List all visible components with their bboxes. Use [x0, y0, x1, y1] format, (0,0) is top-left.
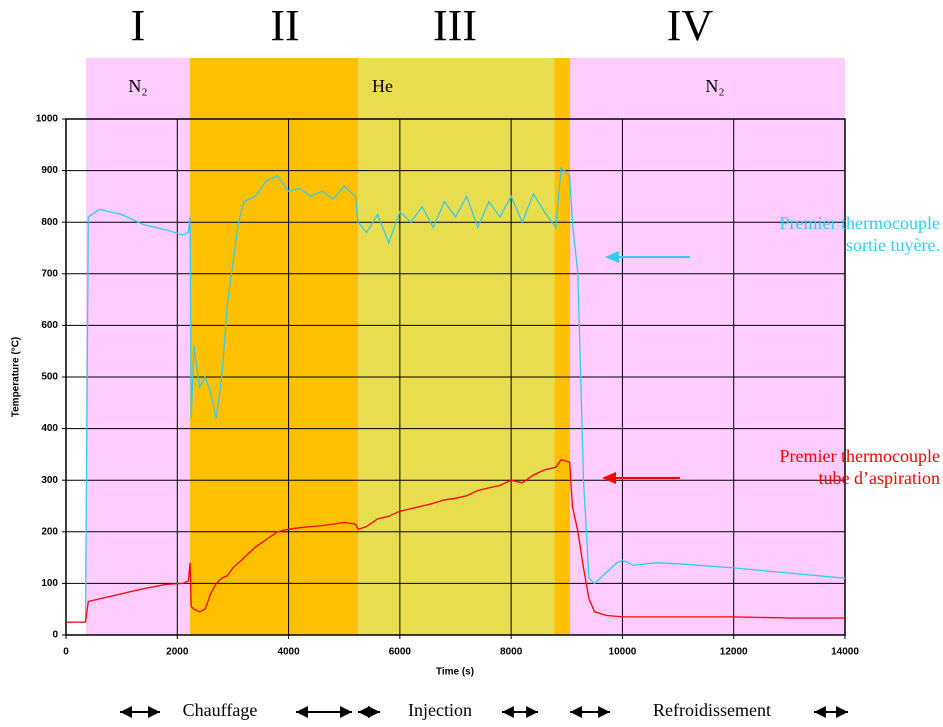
stage-arrowhead — [296, 706, 308, 718]
y-axis-title: Temperature (°C) — [11, 337, 22, 418]
annotation-arrowhead — [602, 472, 616, 484]
stage-arrowhead — [368, 706, 380, 718]
x-tick-label: 8000 — [500, 647, 523, 658]
x-tick-label: 10000 — [609, 647, 637, 658]
stage-arrowhead — [570, 706, 582, 718]
plot-frame — [65, 118, 846, 636]
y-tick-label: 300 — [41, 475, 58, 486]
x-tick-label: 4000 — [277, 647, 300, 658]
x-tick-label: 12000 — [720, 647, 748, 658]
stage-arrowhead — [814, 706, 826, 718]
y-tick-label: 500 — [41, 372, 58, 383]
gas-label: N₂ — [128, 76, 147, 96]
stage-numeral: I — [131, 1, 146, 50]
stage-arrowhead — [120, 706, 132, 718]
stage-name: Injection — [408, 700, 472, 720]
y-tick-label: 200 — [41, 526, 58, 537]
y-tick-label: 100 — [41, 578, 58, 589]
series-label: Premier thermocouple — [780, 446, 940, 466]
stage-name: Refroidissement — [653, 700, 771, 720]
gas-label: N₂ — [705, 76, 724, 96]
stage-arrowhead — [526, 706, 538, 718]
stage-numeral: II — [270, 1, 299, 50]
stage-arrowhead — [836, 706, 848, 718]
series-label: Premier thermocouple — [780, 213, 940, 233]
stage-arrowhead — [502, 706, 514, 718]
stage-arrowhead — [148, 706, 160, 718]
phase-band — [86, 58, 191, 635]
x-axis-title: Time (s) — [436, 667, 474, 678]
x-tick-label: 2000 — [166, 647, 189, 658]
series-line — [66, 458, 845, 623]
phase-band — [358, 58, 555, 635]
x-tick-label: 14000 — [831, 647, 859, 658]
y-tick-label: 600 — [41, 320, 58, 331]
y-tick-label: 900 — [41, 165, 58, 176]
stage-arrowhead — [358, 706, 370, 718]
y-tick-label: 800 — [41, 217, 58, 228]
annotation-arrowhead — [605, 251, 619, 263]
y-tick-label: 0 — [52, 630, 58, 641]
y-tick-label: 400 — [41, 423, 58, 434]
gas-label: He — [372, 76, 393, 96]
x-tick-label: 6000 — [389, 647, 412, 658]
series-label: sortie tuyère. — [846, 235, 940, 255]
stage-numeral: IV — [667, 1, 714, 50]
y-tick-label: 700 — [41, 268, 58, 279]
series-label: tube d’aspiration — [819, 468, 940, 488]
x-tick-label: 0 — [63, 647, 69, 658]
phase-band — [190, 58, 359, 635]
series-line — [66, 166, 846, 623]
stage-numeral: III — [433, 1, 477, 50]
phase-band — [570, 58, 845, 635]
stage-arrowhead — [598, 706, 610, 718]
stage-arrowhead — [340, 706, 352, 718]
phase-band — [554, 58, 571, 635]
stage-name: Chauffage — [183, 700, 258, 720]
y-tick-label: 1000 — [36, 114, 59, 125]
